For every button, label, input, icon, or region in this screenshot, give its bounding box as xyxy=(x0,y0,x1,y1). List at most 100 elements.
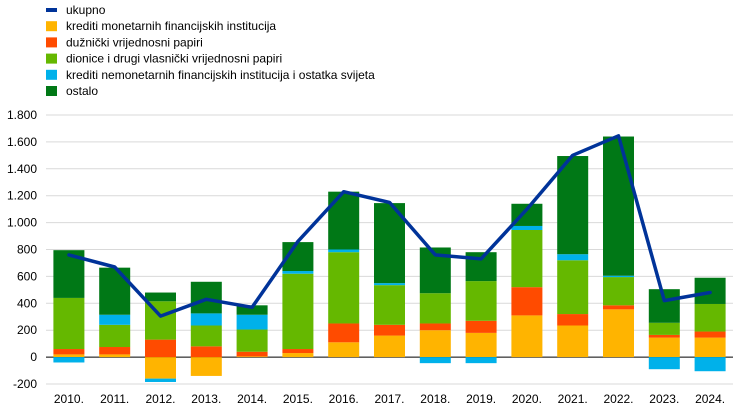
bar-segment xyxy=(236,356,268,358)
bar-segment xyxy=(511,287,543,316)
bar-segment xyxy=(99,314,131,325)
bar-segment xyxy=(236,305,268,315)
bar-segment xyxy=(694,357,726,372)
x-tick-label: 2022. xyxy=(603,392,633,406)
legend: ukupno krediti monetarnih financijskih in… xyxy=(46,3,375,98)
bar-segment xyxy=(328,323,360,343)
legend-swatch xyxy=(46,69,57,80)
bar-segment xyxy=(374,324,405,336)
legend-label: ostalo xyxy=(66,84,98,98)
x-tick-label: 2013. xyxy=(191,392,221,406)
bar-segment xyxy=(236,314,268,330)
y-tick-label: -200 xyxy=(13,377,37,391)
legend-label: krediti monetarnih financijskih instituc… xyxy=(66,19,276,33)
bar-segment xyxy=(328,249,360,253)
bar-segment xyxy=(603,305,634,310)
bar-segment xyxy=(511,229,543,288)
bar-segment xyxy=(53,357,85,363)
x-tick-label: 2024. xyxy=(695,392,725,406)
x-tick-label: 2017. xyxy=(374,392,404,406)
bar-segment xyxy=(190,357,222,376)
bar-segment xyxy=(145,292,176,302)
bar-segment xyxy=(53,354,85,358)
bar-segment xyxy=(99,324,131,348)
bar-segment xyxy=(603,275,634,278)
bar-segment xyxy=(465,357,497,364)
legend-label: dužnički vrijednosni papiri xyxy=(66,35,203,49)
bar-segment xyxy=(419,357,451,364)
bar-segment xyxy=(99,267,131,315)
bar-segment xyxy=(374,285,405,325)
bar-segment xyxy=(374,283,405,286)
y-tick-label: 1.600 xyxy=(7,135,37,149)
bar-segment xyxy=(465,320,497,333)
legend-swatch xyxy=(46,37,57,48)
bar-segment xyxy=(648,334,680,338)
bar-segment xyxy=(465,332,497,358)
bar-segment xyxy=(557,260,589,315)
x-tick-label: 2016. xyxy=(329,392,359,406)
bar-segment xyxy=(236,351,268,357)
bar-segment xyxy=(190,313,222,326)
y-tick-label: 1.400 xyxy=(7,162,37,176)
y-tick-label: 200 xyxy=(17,323,37,337)
bars xyxy=(53,136,726,382)
bar-segment xyxy=(282,273,314,350)
bar-segment xyxy=(328,191,360,250)
bar-segment xyxy=(282,271,314,274)
bar-segment xyxy=(603,309,634,358)
y-tick-label: 1.000 xyxy=(7,216,37,230)
x-tick-label: 2019. xyxy=(466,392,496,406)
bar-segment xyxy=(374,335,405,358)
bar-segment xyxy=(465,281,497,321)
bar-segment xyxy=(511,225,543,230)
x-tick-label: 2018. xyxy=(420,392,450,406)
x-tick-label: 2021. xyxy=(558,392,588,406)
bar-segment xyxy=(190,346,222,358)
bar-segment xyxy=(419,323,451,331)
bar-segment xyxy=(99,354,131,358)
x-tick-label: 2012. xyxy=(145,392,175,406)
total-line-layer xyxy=(67,134,712,318)
bar-segment xyxy=(557,325,589,358)
bar-segment xyxy=(557,314,589,326)
bar-segment xyxy=(236,329,268,352)
bar-segment xyxy=(557,254,589,261)
x-tick-label: 2010. xyxy=(54,392,84,406)
bar-segment xyxy=(328,252,360,324)
bar-segment xyxy=(190,325,222,347)
legend-swatch xyxy=(46,86,57,96)
bar-segment xyxy=(419,330,451,358)
x-tick-label: 2020. xyxy=(512,392,542,406)
y-tick-label: 1.800 xyxy=(7,108,37,122)
x-tick-label: 2015. xyxy=(283,392,313,406)
bar-segment xyxy=(694,337,726,358)
bar-segment xyxy=(694,303,726,332)
x-tick-label: 2023. xyxy=(649,392,679,406)
x-tick-label: 2014. xyxy=(237,392,267,406)
legend-label: ukupno xyxy=(66,3,106,17)
bar-segment xyxy=(557,156,589,255)
y-axis: -200 0 200 400 600 800 1.000 1.200 1.400 1.600 1.8… xyxy=(7,108,37,391)
bar-segment xyxy=(145,357,176,379)
x-axis: 2010. 2011. 2012. 2013. 2014. 2015. 2016. 2017.… xyxy=(54,392,725,406)
bar-segment xyxy=(99,347,131,355)
legend-label: dionice i drugi vlasnički vrijednosni pa… xyxy=(66,52,282,66)
bar-segment xyxy=(53,349,85,355)
bar-segment xyxy=(603,277,634,306)
y-tick-label: 800 xyxy=(17,243,37,257)
bar-segment xyxy=(603,136,634,276)
bar-segment xyxy=(328,342,360,358)
bar-segment xyxy=(282,349,314,354)
bar-segment xyxy=(694,331,726,338)
legend-swatch xyxy=(46,53,57,64)
bar-segment xyxy=(511,203,543,226)
bar-segment xyxy=(648,322,680,335)
y-tick-label: 0 xyxy=(30,350,37,364)
x-tick-label: 2011. xyxy=(100,392,129,406)
legend-swatch xyxy=(46,21,57,32)
bar-segment xyxy=(145,301,176,340)
bar-segment xyxy=(648,337,680,358)
y-tick-label: 400 xyxy=(17,296,37,310)
legend-label: krediti nemonetarnih financijskih instit… xyxy=(66,68,375,82)
